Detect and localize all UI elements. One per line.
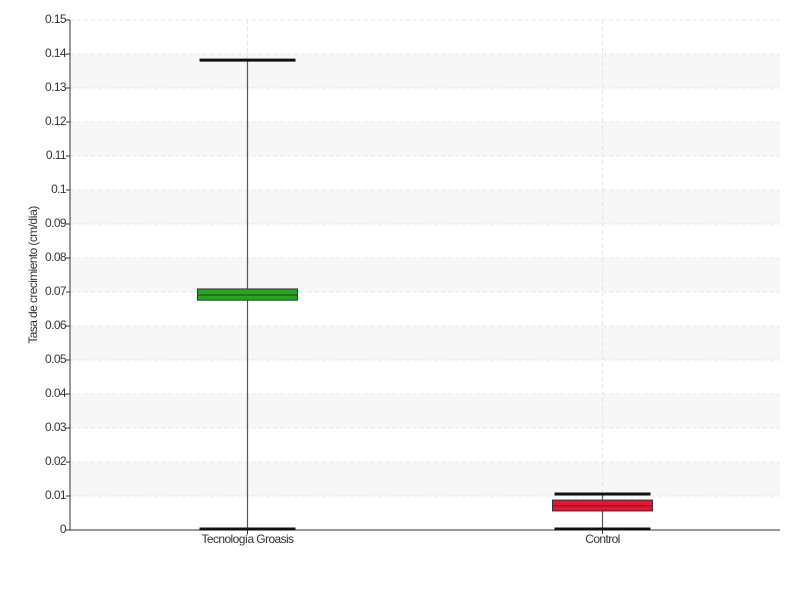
y-tick-label: 0.02 [45,454,67,468]
y-tick-label: 0.03 [45,420,67,434]
y-tick-label: 0.04 [45,386,67,400]
y-axis-label: Tasa de crecimiento (cm/día) [26,206,40,344]
x-tick-label: Control [585,532,619,546]
box [197,288,298,301]
grid-band [70,190,780,224]
y-tick-label: 0.13 [45,80,67,94]
y-tick-label: 0.08 [45,250,67,264]
grid-band [70,54,780,88]
y-tick-label: 0.12 [45,114,67,128]
grid-band [70,258,780,292]
y-tick-label: 0.14 [45,46,67,60]
y-tick-label: 0.09 [45,216,67,230]
grid-band [70,326,780,360]
y-tick-label: 0.06 [45,318,67,332]
x-tick-label: Tecnología Groasis [202,532,295,546]
y-tick-label: 0 [60,522,67,536]
y-tick-label: 0.05 [45,352,67,366]
y-tick-label: 0.1 [51,182,67,196]
grid-band [70,394,780,428]
y-tick-label: 0.11 [46,148,67,162]
y-tick-label: 0.01 [45,488,67,502]
grid-band [70,122,780,156]
y-tick-label: 0.15 [45,12,67,26]
grid-band [70,462,780,496]
y-tick-label: 0.07 [45,284,67,298]
